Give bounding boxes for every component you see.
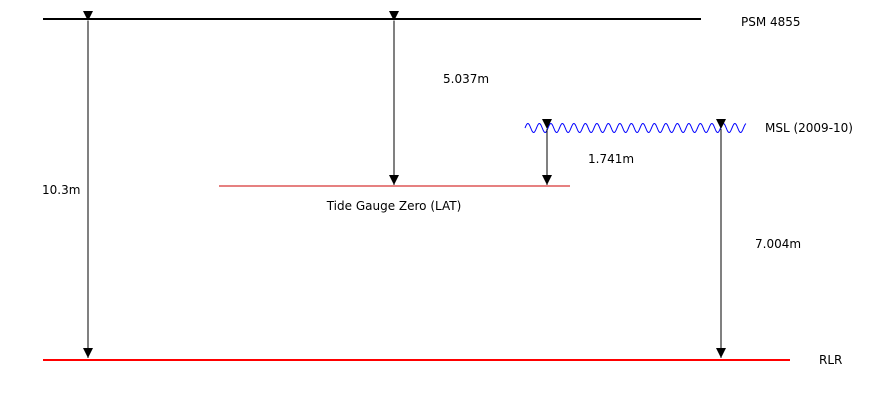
msl-wave-line	[524, 122, 747, 134]
psm-to-tide-gauge-zero-value: 5.037m	[443, 72, 489, 86]
msl-label: MSL (2009-10)	[765, 121, 853, 135]
rlr-label: RLR	[819, 353, 842, 367]
msl-to-tide-gauge-zero-value: 1.741m	[588, 152, 634, 166]
psm-label: PSM 4855	[741, 15, 801, 29]
msl-to-rlr-value: 7.004m	[755, 237, 801, 251]
psm-to-rlr-value: 10.3m	[42, 183, 80, 197]
tide-gauge-zero-label: Tide Gauge Zero (LAT)	[326, 199, 462, 213]
